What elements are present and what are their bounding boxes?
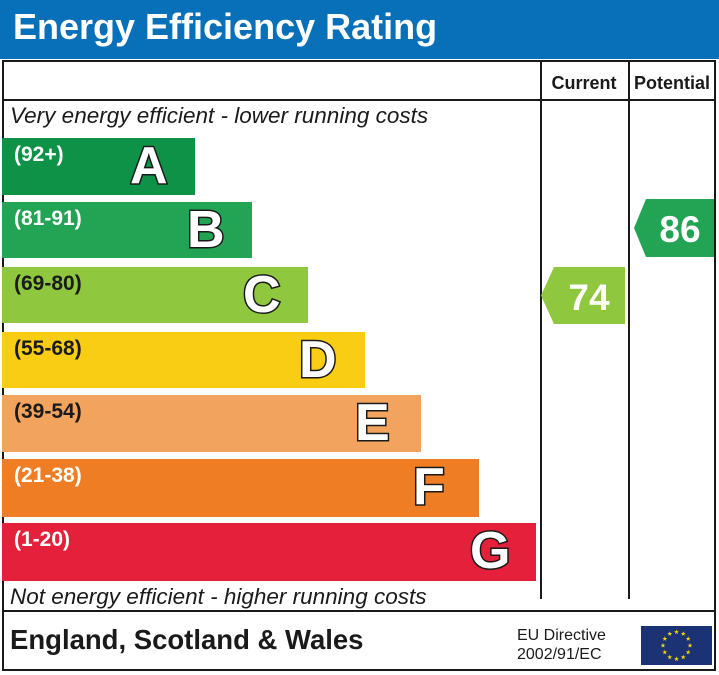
svg-text:C: C — [243, 266, 281, 324]
svg-text:G: G — [470, 522, 510, 580]
svg-text:E: E — [355, 394, 390, 452]
svg-text:B: B — [187, 201, 225, 259]
svg-text:74: 74 — [568, 277, 610, 318]
svg-text:F: F — [413, 458, 445, 516]
svg-text:86: 86 — [659, 209, 700, 250]
svg-text:A: A — [130, 137, 168, 195]
svg-text:D: D — [299, 331, 337, 389]
